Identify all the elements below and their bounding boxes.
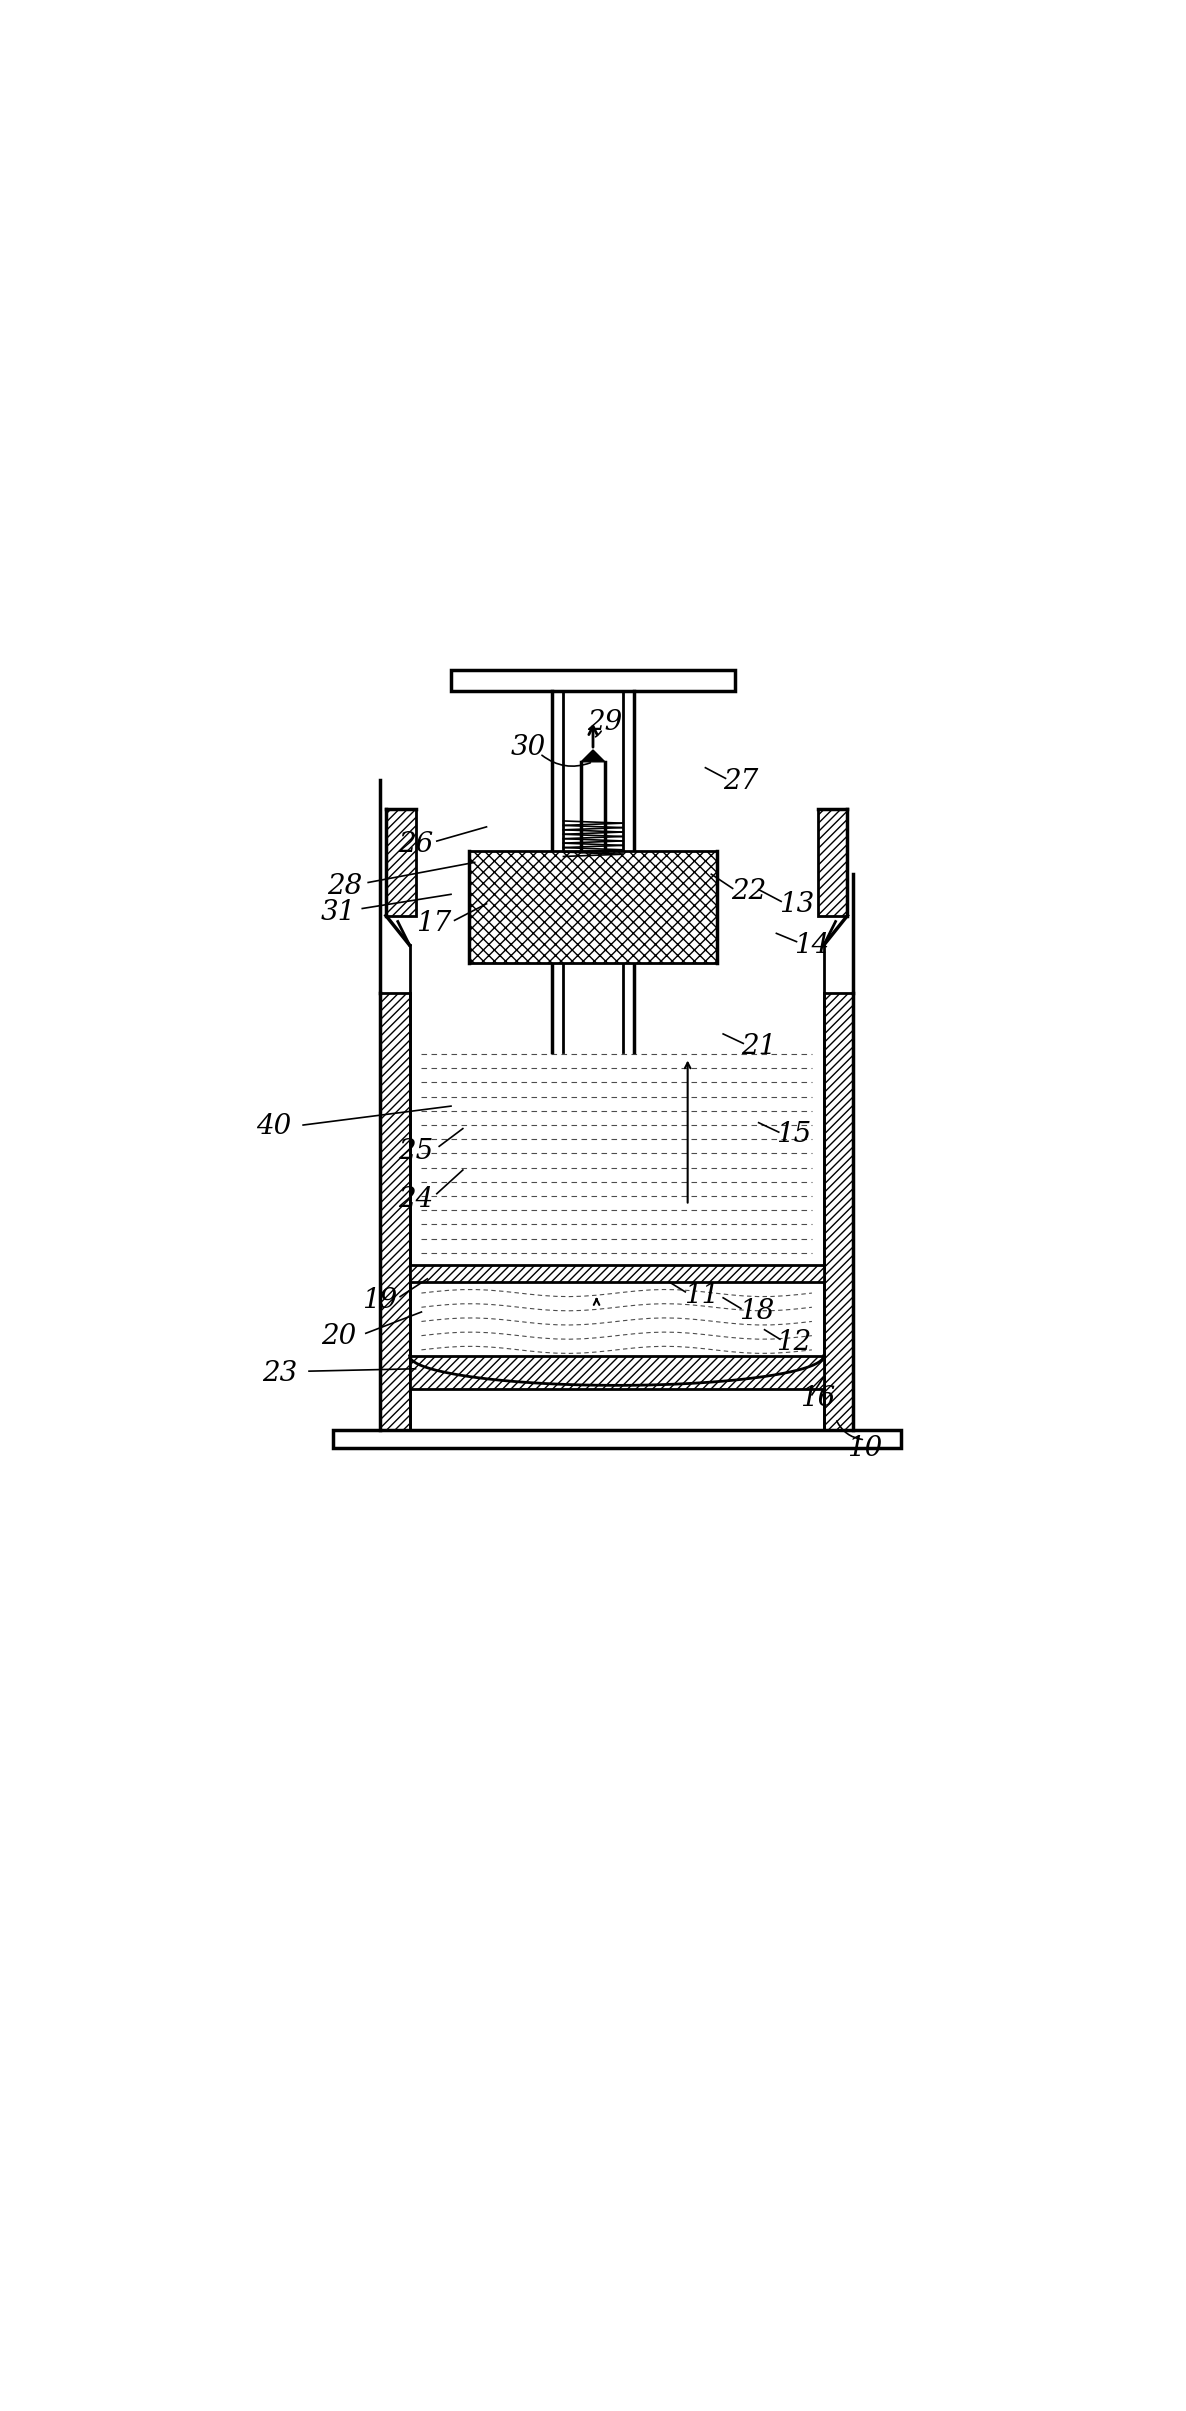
Text: 13: 13	[779, 892, 814, 919]
Text: 25: 25	[397, 1138, 433, 1165]
Text: 26: 26	[397, 832, 433, 858]
Text: 40: 40	[256, 1114, 291, 1140]
Bar	[409, 1266, 824, 1283]
Text: 18: 18	[739, 1300, 774, 1326]
Text: 17: 17	[415, 911, 451, 938]
Text: 23: 23	[262, 1360, 296, 1386]
Bar	[409, 1355, 824, 1389]
Text: 29: 29	[587, 709, 623, 735]
Text: 12: 12	[777, 1328, 811, 1357]
Text: 15: 15	[777, 1121, 811, 1148]
Text: 22: 22	[732, 878, 767, 907]
Bar	[333, 1430, 900, 1449]
Bar	[824, 993, 853, 1430]
Bar	[385, 810, 415, 916]
Text: 30: 30	[510, 733, 546, 762]
Text: 14: 14	[795, 931, 829, 960]
Text: 28: 28	[327, 873, 362, 899]
Bar	[468, 851, 718, 962]
Polygon shape	[581, 750, 605, 762]
Bar	[451, 670, 735, 692]
Text: 10: 10	[848, 1435, 882, 1461]
Text: 31: 31	[321, 899, 356, 926]
Text: 21: 21	[741, 1034, 777, 1061]
Text: 24: 24	[397, 1186, 433, 1213]
Text: 11: 11	[684, 1283, 720, 1309]
Bar	[818, 810, 847, 916]
Text: 27: 27	[723, 769, 759, 796]
Text: 20: 20	[321, 1324, 356, 1350]
Text: 16: 16	[801, 1384, 835, 1413]
Text: 19: 19	[363, 1287, 397, 1314]
Bar	[380, 993, 409, 1430]
